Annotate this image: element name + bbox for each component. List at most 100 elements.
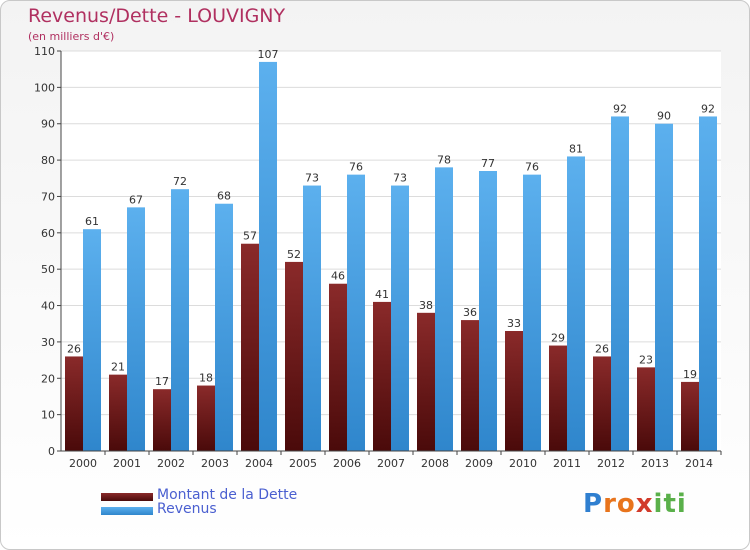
legend-label-debt: Montant de la Dette <box>157 487 298 503</box>
bar-dette <box>593 356 611 451</box>
x-tick-label: 2008 <box>421 457 449 470</box>
data-label-dette: 26 <box>67 342 81 355</box>
y-tick-label: 30 <box>41 336 55 349</box>
data-label-revenus: 76 <box>349 161 363 174</box>
data-label-dette: 46 <box>331 270 345 283</box>
chart-title: Revenus/Dette - LOUVIGNY <box>28 5 286 27</box>
x-tick-label: 2013 <box>641 457 669 470</box>
bar-dette <box>241 243 259 451</box>
bar-dette <box>417 312 435 451</box>
y-tick-label: 70 <box>41 190 55 203</box>
data-label-dette: 21 <box>111 361 125 374</box>
logo-letter: x <box>635 489 654 519</box>
bar-revenus <box>523 174 541 452</box>
bar-revenus <box>655 123 673 452</box>
legend-swatch-debt <box>101 493 153 501</box>
y-tick-label: 90 <box>41 118 55 131</box>
data-label-revenus: 81 <box>569 142 583 155</box>
logo-letter: i <box>676 489 687 519</box>
data-label-dette: 19 <box>683 368 697 381</box>
x-tick-label: 2002 <box>157 457 185 470</box>
data-label-dette: 57 <box>243 230 257 243</box>
y-tick-label: 100 <box>34 81 55 94</box>
x-tick-label: 2012 <box>597 457 625 470</box>
data-label-dette: 29 <box>551 332 565 345</box>
bar-dette <box>197 385 215 451</box>
y-tick-label: 60 <box>41 227 55 240</box>
data-label-revenus: 73 <box>305 172 319 185</box>
bar-dette <box>637 367 655 451</box>
data-label-revenus: 78 <box>437 153 451 166</box>
legend-swatch-revenus <box>101 507 153 515</box>
data-label-dette: 36 <box>463 306 477 319</box>
x-tick-label: 2009 <box>465 457 493 470</box>
bar-dette <box>373 301 391 451</box>
data-label-dette: 33 <box>507 317 521 330</box>
x-tick-label: 2005 <box>289 457 317 470</box>
bar-revenus <box>171 189 189 451</box>
data-label-revenus: 68 <box>217 190 231 203</box>
data-label-revenus: 77 <box>481 157 495 170</box>
x-tick-label: 2003 <box>201 457 229 470</box>
chart-subtitle: (en milliers d'€) <box>28 30 115 43</box>
data-label-dette: 38 <box>419 299 433 312</box>
logo-letter: t <box>663 489 677 519</box>
data-label-revenus: 61 <box>85 215 99 228</box>
data-label-revenus: 107 <box>258 48 279 61</box>
data-label-revenus: 72 <box>173 175 187 188</box>
data-label-dette: 18 <box>199 372 213 385</box>
data-label-revenus: 92 <box>701 102 715 115</box>
bar-revenus <box>567 156 585 452</box>
logo-letter: P <box>583 489 604 519</box>
data-label-revenus: 92 <box>613 102 627 115</box>
bar-revenus <box>479 171 497 451</box>
bar-dette <box>153 389 171 451</box>
y-tick-label: 20 <box>41 372 55 385</box>
bar-dette <box>461 320 479 451</box>
x-tick-label: 2001 <box>113 457 141 470</box>
x-tick-label: 2000 <box>69 457 97 470</box>
bar-revenus <box>215 203 233 451</box>
axes: 0 10 20 30 40 50 60 70 80 90 100 110 2000 2001 2002 200… <box>34 45 722 470</box>
y-tick-label: 0 <box>48 445 55 458</box>
logo-letter: r <box>603 489 617 519</box>
data-label-revenus: 76 <box>525 161 539 174</box>
bar-revenus <box>391 185 409 451</box>
bar-dette <box>329 283 347 451</box>
bar-revenus <box>611 116 629 452</box>
y-tick-label: 50 <box>41 263 55 276</box>
bar-revenus <box>303 185 321 451</box>
data-label-dette: 26 <box>595 342 609 355</box>
bar-revenus <box>435 167 453 451</box>
x-tick-label: 2010 <box>509 457 537 470</box>
legend-label-revenus: Revenus <box>157 501 217 517</box>
bar-revenus <box>259 61 277 452</box>
data-label-revenus: 73 <box>393 172 407 185</box>
data-label-dette: 41 <box>375 288 389 301</box>
y-tick-label: 110 <box>34 45 55 58</box>
data-label-dette: 52 <box>287 248 301 261</box>
x-tick-label: 2007 <box>377 457 405 470</box>
data-label-dette: 17 <box>155 375 169 388</box>
bar-revenus <box>699 116 717 452</box>
bar-dette <box>549 345 567 451</box>
data-label-revenus: 67 <box>129 193 143 206</box>
x-tick-label: 2014 <box>685 457 713 470</box>
bar-dette <box>681 381 699 451</box>
bars: 26 61 21 67 17 72 18 68 57 107 52 73 46 76 41 73 38 78 36 7… <box>65 48 717 452</box>
data-label-revenus: 90 <box>657 110 671 123</box>
bar-dette <box>505 331 523 451</box>
bar-dette <box>65 356 83 451</box>
y-tick-label: 80 <box>41 154 55 167</box>
data-label-dette: 23 <box>639 353 653 366</box>
x-tick-label: 2011 <box>553 457 581 470</box>
bar-revenus <box>83 229 101 451</box>
logo-letter: o <box>616 489 636 519</box>
bar-revenus <box>127 207 145 451</box>
bar-dette <box>285 261 303 451</box>
bar-dette <box>109 374 127 451</box>
y-tick-label: 40 <box>41 300 55 313</box>
bar-revenus <box>347 174 365 452</box>
